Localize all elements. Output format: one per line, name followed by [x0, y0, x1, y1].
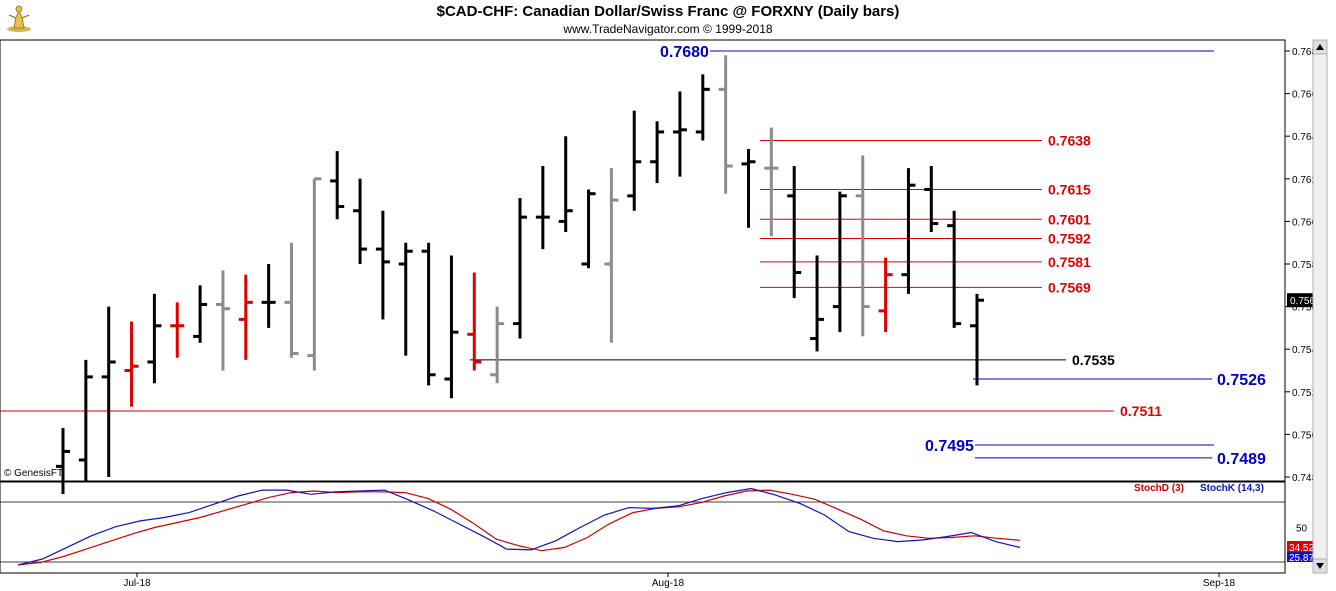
- ohlc-bar: [56, 428, 70, 495]
- ohlc-bar: [147, 293, 162, 384]
- ohlc-bar: [947, 210, 962, 328]
- price-tick-label: 0.7500: [1292, 430, 1323, 441]
- chart-scrollbar[interactable]: [1312, 39, 1328, 574]
- ohlc-bar: [215, 270, 230, 371]
- time-tick-label: Sep-18: [1203, 578, 1236, 589]
- price-tick-label: 0.7540: [1292, 345, 1323, 356]
- level-label: 0.7581: [1048, 254, 1091, 270]
- ohlc-bar: [490, 306, 505, 384]
- ohlc-bar: [810, 255, 825, 352]
- ohlc-bar: [832, 191, 847, 333]
- level-label: 0.7601: [1048, 211, 1091, 227]
- time-tick-label: Aug-18: [652, 578, 685, 589]
- level-label: 0.7569: [1048, 279, 1091, 295]
- level-label: 0.7535: [1072, 352, 1115, 368]
- ohlc-bar: [193, 285, 208, 343]
- ohlc-bar: [78, 359, 93, 482]
- stochd-line: [17, 489, 1021, 566]
- ohlc-bar: [924, 166, 939, 233]
- price-tick-label: 0.7680: [1292, 47, 1323, 58]
- level-label: 0.7638: [1048, 132, 1091, 148]
- stochk-line: [17, 487, 1021, 566]
- ohlc-bar: [718, 55, 733, 194]
- level-label: 0.7680: [660, 44, 709, 61]
- scroll-down-icon: [1316, 563, 1324, 569]
- ohlc-bar: [741, 148, 756, 228]
- scroll-up-icon: [1316, 44, 1324, 50]
- time-axis: Jul-18 Aug-18 Sep-18: [123, 573, 1236, 589]
- ohlc-bar: [901, 168, 916, 294]
- level-label: 0.7511: [1120, 403, 1162, 419]
- ohlc-bar: [604, 168, 619, 343]
- ohlc-bar: [695, 74, 710, 141]
- ohlc-bar: [672, 91, 687, 177]
- stochd-value: 34.52: [1289, 543, 1314, 554]
- ohlc-bar: [421, 242, 436, 386]
- ohlc-bar: [101, 306, 116, 477]
- trader-statue-logo-icon: [7, 5, 31, 32]
- time-tick-label: Jul-18: [123, 578, 151, 589]
- stochastic-panel-frame: [0, 481, 1286, 574]
- ohlc-bar: [261, 264, 276, 328]
- level-label: 0.7592: [1048, 230, 1091, 246]
- stochd-value-box: [1287, 541, 1317, 553]
- ohlc-bar: [375, 210, 390, 320]
- chart-title: $CAD-CHF: Canadian Dollar/Swiss Franc @ …: [436, 3, 900, 20]
- level-label: 0.7495: [925, 438, 974, 455]
- ohlc-bar: [444, 255, 459, 399]
- price-tick-label: 0.7660: [1292, 90, 1323, 101]
- ohlc-bar: [787, 166, 802, 299]
- ohlc-bar: [124, 321, 139, 407]
- price-tick-label: 0.7640: [1292, 132, 1323, 143]
- last-price-label: 0.7563: [1290, 296, 1321, 307]
- ohlc-bar: [398, 242, 413, 356]
- price-panel-frame: [0, 39, 1286, 482]
- chart-subtitle: www.TradeNavigator.com © 1999-2018: [563, 22, 773, 36]
- ohlc-bar: [307, 177, 322, 371]
- ohlc-bar: [284, 242, 299, 358]
- ohlc-bar: [855, 155, 870, 337]
- support-resistance-levels: 0.7680 0.7638 0.7615 0.7601 0.7592 0.7581 0.75…: [0, 44, 1266, 468]
- ohlc-bar: [581, 189, 596, 269]
- price-tick-label: 0.7600: [1292, 217, 1323, 228]
- level-label: 0.7526: [1217, 372, 1266, 389]
- price-tick-label: 0.7480: [1292, 473, 1323, 484]
- price-tick-label: 0.7580: [1292, 260, 1323, 271]
- ohlc-bar: [170, 302, 185, 358]
- ohlc-bar: [970, 293, 984, 386]
- level-label: 0.7615: [1048, 181, 1091, 197]
- ohlc-bar: [558, 136, 573, 233]
- ohlc-bar: [650, 121, 665, 184]
- price-tick-label: 0.7620: [1292, 175, 1323, 186]
- price-tick-label: 0.7520: [1292, 388, 1323, 399]
- ohlc-bar: [330, 151, 345, 220]
- ohlc-bar: [353, 178, 368, 264]
- level-label: 0.7489: [1217, 451, 1266, 468]
- legend-stochd: StochD (3): [1134, 483, 1184, 494]
- ohlc-bar: [627, 110, 642, 211]
- price-tick-label: 0.7560: [1292, 303, 1323, 314]
- ohlc-bar: [513, 197, 527, 339]
- ohlc-bar: [764, 127, 779, 237]
- legend-stochk: StochK (14,3): [1200, 483, 1264, 494]
- ohlc-bar: [238, 274, 253, 360]
- stochk-value-box: [1287, 552, 1317, 562]
- ohlc-bar: [467, 272, 482, 371]
- stochk-value: 25.87: [1289, 553, 1314, 564]
- copyright-label: © GenesisFT: [4, 468, 64, 479]
- ohlc-bar: [878, 257, 893, 333]
- ohlc-bars: [56, 55, 984, 495]
- price-axis: 0.7680 0.7660 0.7640 0.7620 0.7600 0.7580 0.75…: [1285, 47, 1324, 484]
- ohlc-bar: [535, 166, 550, 250]
- osc-tick-label: 50: [1296, 524, 1308, 535]
